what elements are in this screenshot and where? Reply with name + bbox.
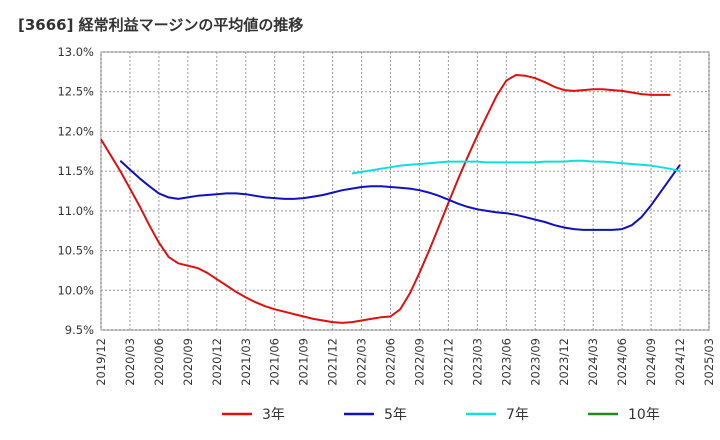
x-tick-label: 2025/03 bbox=[702, 338, 716, 386]
x-tick-label: 2022/06 bbox=[384, 338, 398, 386]
y-tick-label: 10.5% bbox=[57, 244, 94, 258]
legend: 3年 5年 7年 10年 bbox=[222, 407, 660, 423]
x-tick-label: 2022/12 bbox=[441, 338, 455, 386]
grid-lines bbox=[100, 51, 710, 331]
x-tick-label: 2021/12 bbox=[326, 338, 340, 386]
x-tick-label: 2024/03 bbox=[586, 338, 600, 386]
x-tick-label: 2021/09 bbox=[297, 338, 311, 386]
x-tick-label: 2021/06 bbox=[268, 338, 282, 386]
legend-label: 10年 bbox=[628, 407, 660, 423]
legend-label: 5年 bbox=[384, 407, 407, 423]
x-tick-label: 2024/09 bbox=[644, 338, 658, 386]
legend-label: 3年 bbox=[262, 407, 285, 423]
chart-title: [3666] 経常利益マージンの平均値の推移 bbox=[18, 16, 304, 34]
series-lines bbox=[100, 74, 681, 324]
x-tick-label: 2019/12 bbox=[94, 338, 108, 386]
x-tick-label: 2021/03 bbox=[239, 338, 253, 386]
y-tick-label: 12.0% bbox=[57, 124, 94, 138]
x-tick-label: 2024/06 bbox=[615, 338, 629, 386]
x-tick-label: 2020/12 bbox=[210, 338, 224, 386]
y-tick-label: 9.5% bbox=[65, 323, 94, 337]
x-tick-label: 2022/09 bbox=[412, 338, 426, 386]
y-tick-label: 11.0% bbox=[57, 204, 94, 218]
x-tick-label: 2023/09 bbox=[528, 338, 542, 386]
x-tick-label: 2022/03 bbox=[355, 338, 369, 386]
y-tick-label: 12.5% bbox=[57, 85, 94, 99]
x-tick-label: 2020/09 bbox=[181, 338, 195, 386]
y-tick-label: 11.5% bbox=[57, 164, 94, 178]
x-tick-label: 2023/06 bbox=[499, 338, 513, 386]
y-tick-label: 10.0% bbox=[57, 283, 94, 297]
plot-area bbox=[100, 51, 710, 331]
x-tick-label: 2024/12 bbox=[673, 338, 687, 386]
x-tick-label: 2023/03 bbox=[470, 338, 484, 386]
series-line-2 bbox=[119, 160, 681, 231]
series-line-3 bbox=[351, 159, 681, 175]
y-tick-label: 13.0% bbox=[57, 45, 94, 59]
x-tick-label: 2020/03 bbox=[123, 338, 137, 386]
series-line-1 bbox=[100, 74, 671, 324]
x-tick-label: 2023/12 bbox=[557, 338, 571, 386]
legend-label: 7年 bbox=[506, 407, 529, 423]
x-tick-label: 2020/06 bbox=[152, 338, 166, 386]
axis-tick-labels: 13.0%12.5%12.0%11.5%11.0%10.5%10.0%9.5%2… bbox=[57, 45, 716, 386]
